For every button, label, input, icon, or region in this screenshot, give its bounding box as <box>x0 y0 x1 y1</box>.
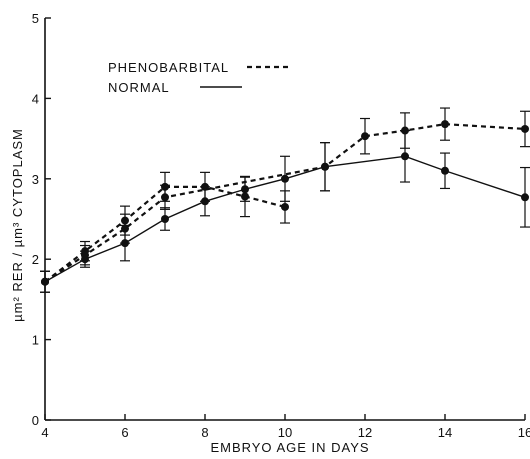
y-tick-label: 1 <box>32 333 39 348</box>
data-point <box>121 224 129 233</box>
y-axis-title: µm² RER / µm³ CYTOPLASM <box>10 128 25 322</box>
data-point <box>281 174 289 183</box>
data-point <box>441 166 449 175</box>
x-tick-label: 8 <box>201 425 208 440</box>
data-point <box>161 215 169 223</box>
y-tick-label: 5 <box>32 11 39 26</box>
data-point <box>521 124 529 133</box>
x-axis-title: EMBRYO AGE IN DAYS <box>210 440 369 455</box>
y-tick-label: 4 <box>32 91 39 106</box>
data-point <box>241 192 249 201</box>
legend-label: PHENOBARBITAL <box>108 60 229 75</box>
data-point <box>161 193 169 202</box>
data-point <box>401 126 409 135</box>
x-tick-label: 6 <box>121 425 128 440</box>
x-tick-label: 4 <box>41 425 48 440</box>
data-point <box>401 152 409 161</box>
y-tick-label: 2 <box>32 252 39 267</box>
legend: PHENOBARBITAL NORMAL <box>108 60 292 95</box>
series-phenobarbital <box>40 107 530 293</box>
x-tick-label: 16 <box>518 425 530 440</box>
x-tick-label: 14 <box>438 425 452 440</box>
data-point <box>81 251 89 260</box>
data-point <box>521 193 529 202</box>
y-tick-label: 3 <box>32 172 39 187</box>
data-point <box>321 162 329 171</box>
series-layer <box>40 107 530 293</box>
data-point <box>41 277 49 286</box>
x-tick-label: 12 <box>358 425 372 440</box>
legend-label: NORMAL <box>108 80 170 95</box>
data-point <box>441 120 449 129</box>
data-point <box>281 202 289 211</box>
data-point <box>361 132 369 141</box>
x-tick-label: 10 <box>278 425 292 440</box>
y-tick-label: 0 <box>32 413 39 428</box>
